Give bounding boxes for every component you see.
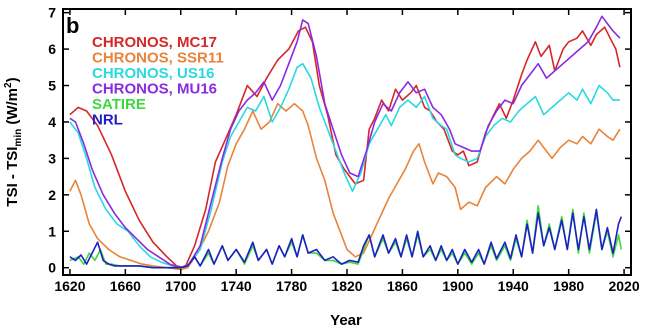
panel-label: b: [66, 13, 79, 38]
x-tick-label-10: 2020: [608, 278, 639, 294]
legend-entry-3: CHRONOS, MU16: [92, 81, 217, 98]
legend-entry-0: CHRONOS, MC17: [92, 34, 217, 51]
x-tick-label-0: 1620: [54, 278, 85, 294]
y-axis-title-unit: (W/m: [4, 88, 21, 129]
x-tick-label-4: 1780: [276, 278, 307, 294]
x-tick-label-1: 1660: [110, 278, 141, 294]
y-tick-label-3: 3: [48, 150, 56, 166]
y-tick-label-2: 2: [48, 187, 56, 203]
x-tick-label-8: 1940: [498, 278, 529, 294]
x-tick-label-9: 1980: [553, 278, 584, 294]
legend-entry-5: NRL: [92, 112, 123, 129]
y-axis-title-main: TSI - TSI: [4, 147, 21, 207]
legend-entry-2: CHRONOS, US16: [92, 65, 215, 82]
y-tick-label-4: 4: [48, 114, 56, 130]
x-tick-label-7: 1900: [442, 278, 473, 294]
legend-entry-1: CHRONOS, SSR11: [92, 50, 224, 67]
x-tick-label-2: 1700: [165, 278, 196, 294]
legend-entry-4: SATIRE: [92, 96, 146, 113]
y-axis-title-unit-close: ): [4, 77, 21, 82]
x-axis-title: Year: [330, 312, 362, 327]
tick-layer: 1620 1660 1700 1740 1780 1820 1860 1900 1940 1980…: [48, 5, 640, 294]
x-tick-label-3: 1740: [221, 278, 252, 294]
y-axis-title-sub: min: [13, 129, 24, 147]
y-tick-label-5: 5: [48, 78, 56, 94]
y-tick-label-7: 7: [48, 5, 56, 21]
y-tick-label-6: 6: [48, 41, 56, 57]
series-line-0: [69, 26, 621, 269]
y-axis-title: TSI - TSImin (W/m2): [3, 77, 24, 206]
y-tick-label-1: 1: [48, 223, 56, 239]
series-line-5: [69, 208, 623, 269]
x-tick-label-5: 1820: [331, 278, 362, 294]
x-tick-label-6: 1860: [387, 278, 418, 294]
y-axis-title-unit-sup: 2: [3, 82, 14, 88]
y-tick-label-0: 0: [48, 260, 56, 276]
